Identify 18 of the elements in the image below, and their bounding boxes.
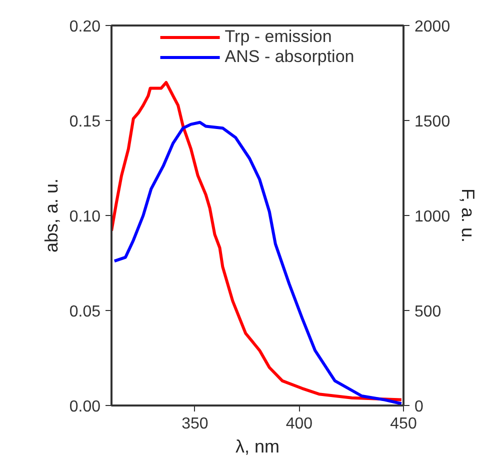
legend-label: ANS - absorption bbox=[224, 47, 354, 67]
y2-tick-label: 1500 bbox=[414, 114, 450, 130]
y2-tick-label: 0 bbox=[414, 398, 424, 416]
y-axis-title: abs, a. u. bbox=[41, 178, 62, 253]
x-tick-label: 450 bbox=[390, 416, 417, 432]
y2-axis-title: F, a. u. bbox=[458, 188, 478, 243]
x-axis-title: λ, nm bbox=[235, 436, 280, 456]
x-tick-label: 350 bbox=[182, 416, 208, 432]
y2-tick-label: 1000 bbox=[414, 208, 450, 226]
y-tick-label: 0.10 bbox=[69, 208, 101, 226]
x-tick-label: 400 bbox=[286, 416, 313, 432]
y2-tick-label: 500 bbox=[414, 304, 442, 320]
y-tick-label: 0.05 bbox=[69, 304, 101, 320]
y-tick-label: 0.20 bbox=[69, 18, 101, 36]
y-tick-label: 0.00 bbox=[69, 398, 101, 416]
legend-label: Trp - emission bbox=[224, 27, 332, 47]
y2-tick-label: 2000 bbox=[414, 18, 450, 36]
y-tick-label: 0.15 bbox=[69, 114, 101, 130]
